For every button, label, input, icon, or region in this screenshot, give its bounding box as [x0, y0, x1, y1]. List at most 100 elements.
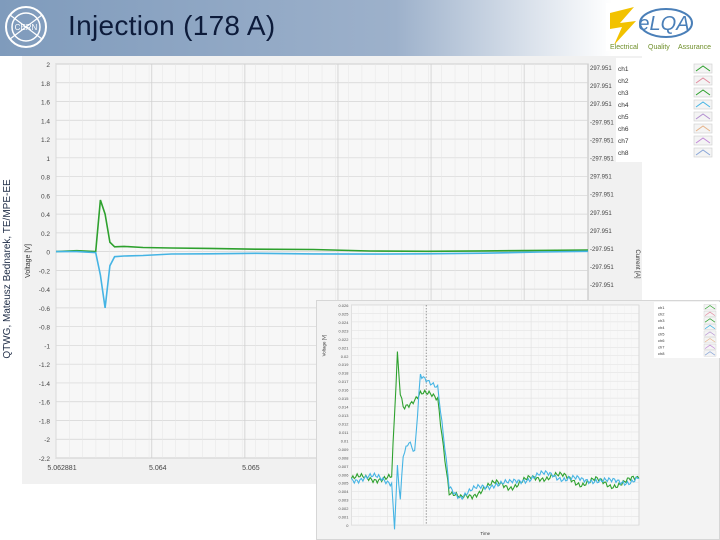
inset-y-tick-label: 0.002 — [339, 506, 349, 511]
y-tick-label: 0.6 — [41, 193, 50, 200]
inset-y-tick-label: 0.024 — [339, 320, 350, 325]
inset-y-tick-label: 0 — [346, 523, 349, 528]
elqa-logo-text: eLQA — [638, 13, 689, 35]
legend-swatch-line — [695, 149, 711, 156]
right-tick-label: 297.951 — [590, 66, 612, 72]
inset-y-tick-label: 0.02 — [341, 354, 349, 359]
legend-item-label: ch1 — [618, 66, 629, 73]
inset-y-tick-label: 0.015 — [339, 396, 350, 401]
y-tick-label: -0.2 — [39, 268, 51, 275]
legend-item-label: ch5 — [618, 114, 629, 121]
elqa-logo-icon: eLQA Electrical Quality Assurance — [606, 3, 716, 51]
inset-y-tick-label: 0.006 — [339, 472, 350, 477]
inset-legend-swatch — [703, 343, 717, 350]
right-tick-label: -297.951 — [590, 265, 614, 271]
inset-y-tick-label: 0.005 — [339, 481, 350, 486]
right-tick-label: -297.951 — [590, 157, 614, 163]
inset-y-tick-label: 0.019 — [339, 362, 350, 367]
y-tick-label: 1.6 — [41, 100, 50, 107]
y-tick-label: 2 — [46, 62, 50, 69]
y-tick-label: 1.8 — [41, 81, 50, 88]
y-tick-label: -0.6 — [39, 306, 51, 313]
inset-y-tick-label: 0.008 — [339, 455, 350, 460]
legend-swatch-line — [695, 77, 711, 84]
right-tick-label: 297.951 — [590, 229, 612, 235]
elqa-sub-2: Quality — [648, 44, 670, 51]
inset-legend-swatch-line — [704, 351, 716, 356]
x-tick-label: 5.065 — [242, 465, 260, 472]
right-tick-label: -297.951 — [590, 193, 614, 199]
y-tick-label: -1.6 — [39, 400, 51, 407]
y-tick-label: 0 — [46, 250, 50, 257]
y-tick-label: -1.8 — [39, 418, 51, 425]
legend-swatch — [693, 99, 713, 110]
legend-item-label: ch6 — [618, 126, 629, 133]
inset-legend-swatch — [703, 350, 717, 357]
inset-legend-swatch-line — [704, 324, 716, 330]
inset-legend-swatch — [703, 310, 717, 317]
inset-y-tick-label: 0.001 — [339, 515, 349, 520]
inset-legend-swatch — [703, 324, 717, 330]
inset-legend-swatch-line — [704, 331, 716, 336]
elqa-sub-1: Electrical — [610, 44, 639, 51]
legend-swatch — [693, 147, 713, 158]
slide-header: CERN Injection (178 A) eLQA Electrical Q… — [0, 0, 720, 56]
inset-y-tick-label: 0.014 — [339, 405, 350, 410]
legend-swatch-line — [695, 65, 711, 72]
inset-series-line-2 — [350, 373, 640, 530]
inset-legend-label: ch8 — [658, 351, 665, 356]
inset-legend-swatch — [703, 317, 717, 324]
legend-item-label: ch2 — [618, 78, 629, 85]
inset-legend-swatch — [703, 330, 717, 337]
inset-legend-swatch-line — [704, 338, 716, 343]
inset-legend-label: ch7 — [658, 345, 665, 350]
legend-item-label: ch4 — [618, 102, 629, 109]
legend-swatch — [693, 87, 713, 98]
y-tick-label: -1.4 — [39, 381, 51, 388]
inset-y-tick-label: 0.007 — [339, 464, 349, 469]
legend-swatch — [693, 135, 713, 146]
inset-legend-swatch-line — [704, 305, 716, 310]
x-tick-label: 5.062881 — [47, 465, 76, 472]
legend-swatch-line — [695, 89, 711, 96]
inset-legend-label: ch5 — [658, 331, 665, 336]
inset-legend-swatch-line — [704, 318, 716, 323]
legend-swatch-line — [695, 125, 711, 132]
inset-legend-swatch-line — [704, 344, 716, 349]
y-tick-label: 1 — [46, 156, 50, 163]
legend-swatch — [693, 111, 713, 122]
right-tick-label: 297.951 — [590, 102, 612, 108]
legend-swatch-line — [695, 137, 711, 144]
inset-y-tick-label: 0.01 — [341, 438, 349, 443]
legend-swatch — [693, 63, 713, 74]
y-tick-label: 0.4 — [41, 212, 50, 219]
inset-legend-label: ch1 — [658, 305, 665, 310]
y-tick-label: -2 — [44, 437, 50, 444]
inset-legend-swatch — [703, 304, 717, 311]
y-tick-label: -1.2 — [39, 362, 51, 369]
inset-y-tick-label: 0.004 — [339, 489, 350, 494]
right-tick-label: 297.951 — [590, 84, 612, 90]
inset-y-tick-label: 0.011 — [339, 430, 349, 435]
inset-y-axis-label: Voltage [V] — [322, 335, 327, 357]
legend-item-label: ch3 — [618, 90, 629, 97]
elqa-sub-3: Assurance — [678, 44, 711, 51]
y-tick-label: -2.2 — [39, 456, 51, 463]
legend-bg — [616, 58, 720, 162]
side-label: QTWG, Mateusz Bednarek, TE/MPE-EE — [2, 179, 13, 359]
legend-swatch — [693, 75, 713, 86]
inset-legend-swatch — [703, 337, 717, 344]
y-tick-label: 1.4 — [41, 118, 50, 125]
legend-swatch-line — [695, 101, 711, 108]
cern-logo-icon: CERN — [5, 6, 47, 48]
y-tick-label: 0.2 — [41, 231, 50, 238]
x-tick-label: 5.064 — [149, 465, 167, 472]
y-tick-label: 0.8 — [41, 175, 50, 182]
y-axis-label: Voltage [V] — [25, 244, 32, 278]
inset-legend-swatch-line — [704, 311, 716, 316]
inset-y-tick-label: 0.018 — [339, 371, 350, 376]
inset-y-tick-label: 0.021 — [339, 345, 349, 350]
legend-item-label: ch7 — [618, 138, 629, 145]
slide-title: Injection (178 A) — [68, 10, 276, 41]
